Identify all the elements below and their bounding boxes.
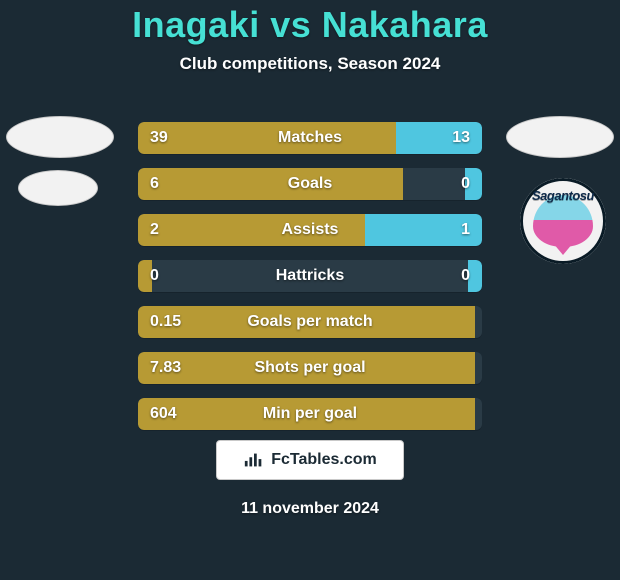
player-right-badge-1 [506, 116, 614, 158]
bar-chart-icon [243, 451, 265, 469]
player-left-badge-2 [18, 170, 98, 206]
stats-table: 3913Matches 60Goals 21Assists 00Hattricks 0.… [138, 122, 482, 444]
club-logo: Sagantosu [520, 178, 606, 264]
infographic: Inagaki vs Nakahara Club competitions, S… [0, 0, 620, 580]
stat-label: Matches [138, 122, 482, 154]
date-text: 11 november 2024 [0, 500, 620, 518]
footer-text: FcTables.com [271, 451, 377, 469]
stat-row: 21Assists [138, 214, 482, 246]
subtitle: Club competitions, Season 2024 [0, 54, 620, 74]
stat-label: Min per goal [138, 398, 482, 430]
stat-row: 604Min per goal [138, 398, 482, 430]
stat-row: 7.83Shots per goal [138, 352, 482, 384]
stat-label: Goals per match [138, 306, 482, 338]
stat-label: Goals [138, 168, 482, 200]
stat-label: Hattricks [138, 260, 482, 292]
stat-row: 3913Matches [138, 122, 482, 154]
footer-badge: FcTables.com [216, 440, 404, 480]
stat-label: Shots per goal [138, 352, 482, 384]
page-title: Inagaki vs Nakahara [0, 0, 620, 46]
player-left-badge-1 [6, 116, 114, 158]
stat-label: Assists [138, 214, 482, 246]
stat-row: 60Goals [138, 168, 482, 200]
stat-row: 00Hattricks [138, 260, 482, 292]
stat-row: 0.15Goals per match [138, 306, 482, 338]
club-logo-text: Sagantosu [520, 188, 606, 203]
